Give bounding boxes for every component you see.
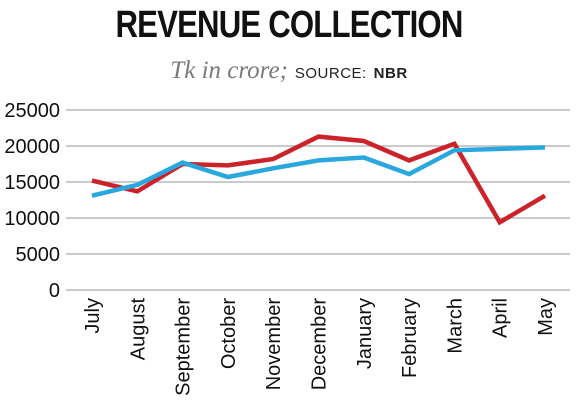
x-axis: July August September October November Decemb… xyxy=(82,298,557,396)
source-label: SOURCE: xyxy=(294,65,367,82)
series-lines xyxy=(91,134,547,226)
y-tick-label: 20000 xyxy=(4,136,60,158)
y-axis: 0 5000 10000 15000 20000 25000 xyxy=(4,100,60,302)
series-line-2 xyxy=(91,145,546,198)
y-tick-label: 10000 xyxy=(4,208,60,230)
x-tick-label: March xyxy=(444,298,466,354)
unit-label: Tk in crore; xyxy=(170,57,288,84)
series-line-1 xyxy=(91,134,547,226)
x-tick-label: July xyxy=(82,298,104,334)
x-tick-label: May xyxy=(535,298,557,336)
y-tick-label: 0 xyxy=(49,280,60,302)
y-tick-label: 15000 xyxy=(4,172,60,194)
x-tick-label: September xyxy=(173,298,195,396)
x-tick-label: January xyxy=(354,298,376,369)
y-tick-label: 25000 xyxy=(4,100,60,122)
source-name: NBR xyxy=(373,65,408,82)
x-tick-label: February xyxy=(399,298,421,378)
x-tick-label: October xyxy=(218,298,240,369)
chart-subtitle: Tk in crore; SOURCE: NBR xyxy=(0,56,578,85)
x-tick-label: November xyxy=(263,298,285,391)
y-tick-label: 5000 xyxy=(16,244,61,266)
x-tick-label: August xyxy=(127,298,149,361)
x-tick-label: April xyxy=(490,298,512,338)
chart-title: REVENUE COLLECTION xyxy=(115,4,463,46)
x-tick-label: December xyxy=(309,298,331,391)
